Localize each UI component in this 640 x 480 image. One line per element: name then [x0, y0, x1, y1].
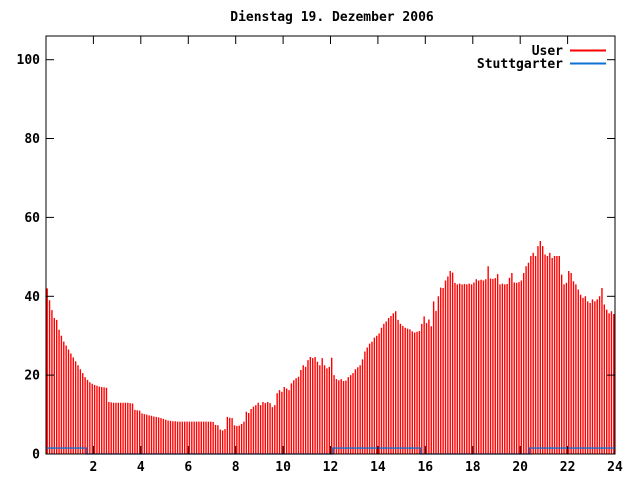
x-tick-label: 24: [607, 460, 623, 475]
x-tick-label: 10: [275, 460, 291, 475]
user-series: [46, 241, 615, 454]
y-tick-label: 60: [24, 211, 40, 226]
y-tick-label: 20: [24, 369, 40, 384]
y-tick-label: 40: [24, 290, 40, 305]
x-axis: 2 4 6 8 10 12 14 16 18 20 22 24: [89, 36, 623, 475]
chart-legend: User Stuttgarter: [477, 44, 606, 72]
x-tick-label: 18: [465, 460, 481, 475]
y-axis: 0 20 40 60 80 100: [17, 53, 615, 463]
legend-label-user: User: [532, 44, 563, 59]
chart-title: Dienstag 19. Dezember 2006: [230, 10, 434, 25]
legend-entry-stuttgarter: Stuttgarter: [477, 57, 606, 72]
x-tick-label: 14: [370, 460, 386, 475]
legend-entry-user: User: [532, 44, 606, 59]
stuttgarter-series: [46, 447, 615, 455]
x-tick-label: 6: [184, 460, 192, 475]
x-tick-label: 16: [417, 460, 433, 475]
y-tick-label: 100: [17, 53, 41, 68]
x-tick-label: 12: [323, 460, 339, 475]
x-tick-label: 4: [137, 460, 145, 475]
x-tick-label: 8: [232, 460, 240, 475]
y-tick-label: 80: [24, 132, 40, 147]
x-tick-label: 22: [560, 460, 576, 475]
legend-label-stuttgarter: Stuttgarter: [477, 57, 563, 72]
plot-border: [45, 35, 616, 455]
x-tick-label: 20: [512, 460, 528, 475]
y-tick-label: 0: [32, 448, 40, 463]
x-tick-label: 2: [89, 460, 97, 475]
